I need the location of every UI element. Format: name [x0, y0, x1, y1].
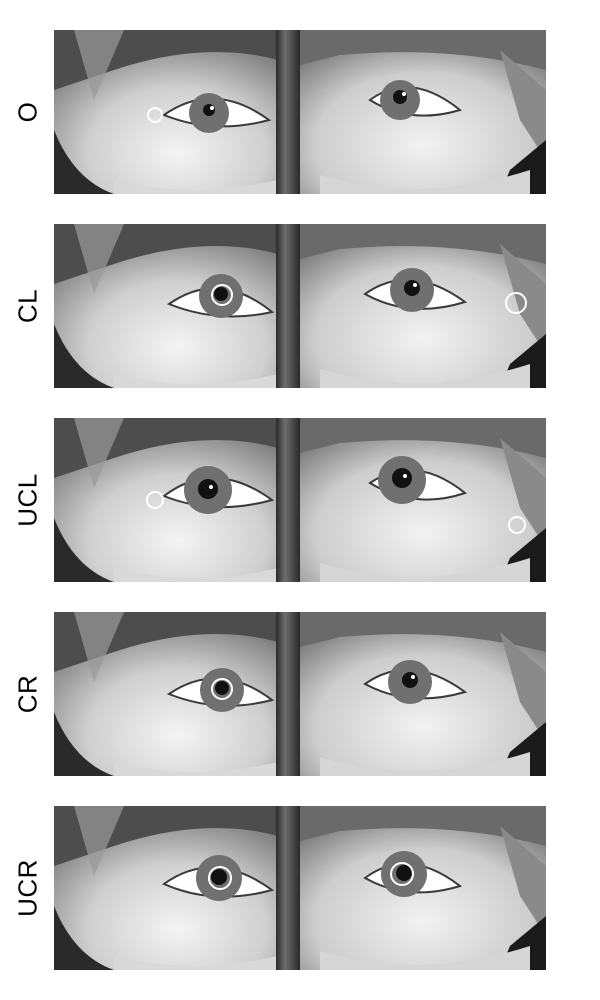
frame-divider — [276, 418, 302, 582]
row-cr: CR — [0, 612, 600, 776]
right-eye-image — [300, 806, 546, 970]
gaze-marker — [211, 678, 233, 700]
row-label: UCR — [12, 859, 43, 917]
gaze-marker — [147, 107, 163, 123]
row-cl: CL — [0, 224, 600, 388]
gaze-marker — [508, 516, 526, 534]
frame-divider — [276, 806, 302, 970]
left-eye-image — [54, 224, 278, 388]
gaze-marker — [211, 284, 233, 306]
frame-divider — [276, 30, 302, 194]
gaze-marker — [505, 292, 527, 314]
row-label: UCL — [12, 473, 43, 527]
row-ucr: UCR — [0, 806, 600, 970]
right-eye-image — [300, 612, 546, 776]
left-eye-image — [54, 418, 278, 582]
gaze-marker — [390, 862, 414, 886]
left-eye-image — [54, 30, 278, 194]
left-eye-image — [54, 612, 278, 776]
row-label: O — [12, 101, 43, 123]
right-eye-image — [300, 30, 546, 194]
row-label: CL — [12, 288, 43, 324]
row-o: O — [0, 30, 600, 194]
right-eye-image — [300, 224, 546, 388]
frame-divider — [276, 612, 302, 776]
row-label: CR — [12, 674, 43, 714]
gaze-marker — [208, 866, 232, 890]
row-ucl: UCL — [0, 418, 600, 582]
left-eye-image — [54, 806, 278, 970]
right-eye-image — [300, 418, 546, 582]
gaze-marker — [146, 491, 164, 509]
frame-divider — [276, 224, 302, 388]
